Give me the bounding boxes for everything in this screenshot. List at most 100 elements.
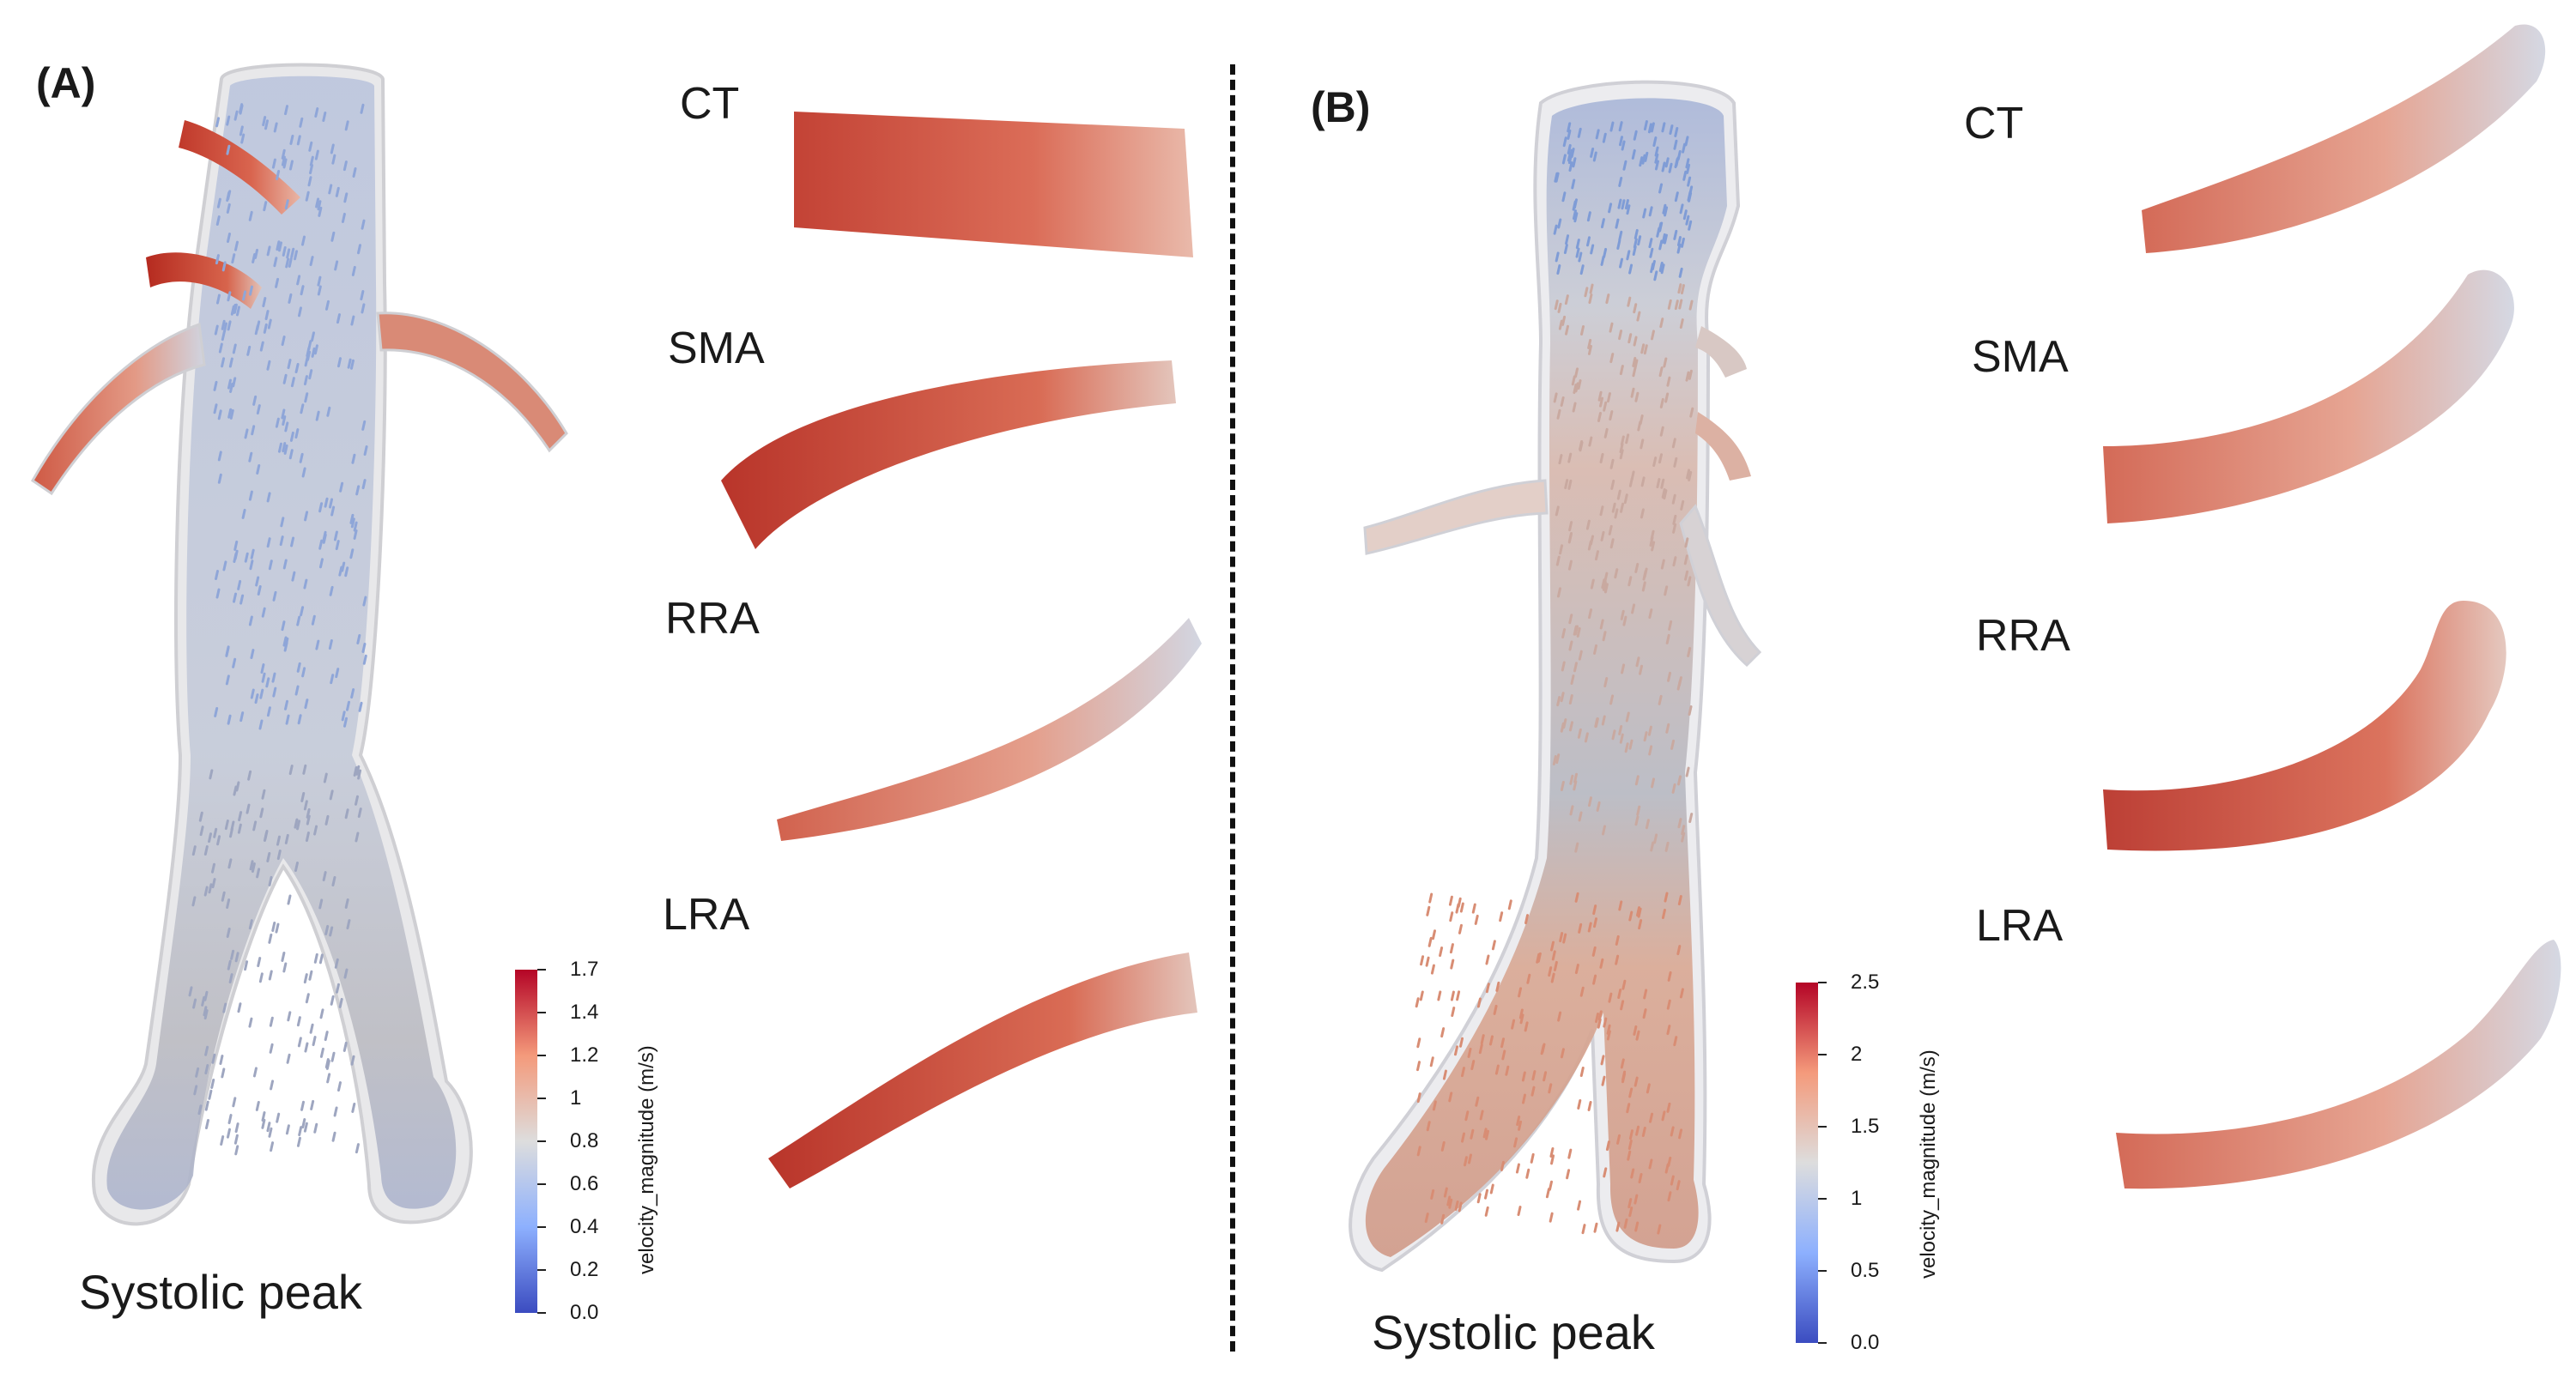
flow-arrow [1440,1027,1446,1038]
flow-arrow [1628,1207,1633,1218]
flow-arrow [330,231,336,242]
flow-arrow [264,310,270,321]
flow-arrow [290,247,295,258]
flow-arrow [1517,1206,1522,1217]
flow-arrow [1567,122,1572,133]
flow-arrow [285,714,290,725]
flow-arrow [1587,922,1592,933]
aorta-b-flow [1365,98,1727,1258]
flow-arrow [311,347,316,358]
flow-arrow [1550,1154,1555,1165]
flow-arrow [250,649,255,660]
flow-arrow [1467,1153,1472,1164]
flow-arrow [269,1043,274,1054]
flow-arrow [1450,990,1455,1001]
flow-arrow [220,1135,225,1146]
flow-arrow [1650,330,1655,341]
flow-arrow [1609,694,1615,705]
render-a-rra [777,618,1202,841]
flow-arrow [341,212,346,223]
flow-arrow [329,789,334,801]
flow-arrow [1656,478,1661,489]
flow-arrow [1587,344,1592,355]
flow-arrow [276,835,281,846]
flow-arrow [294,428,300,439]
flow-arrow [1603,677,1609,688]
flow-arrow [1627,576,1633,587]
flow-arrow [252,252,257,263]
flow-arrow [1672,514,1677,525]
flow-arrow [1603,1167,1608,1178]
flow-arrow [257,585,262,596]
flow-arrow [342,160,348,172]
flow-arrow [266,537,271,548]
panel-b-caption: Systolic peak [1372,1305,1655,1359]
flow-arrow [360,103,365,114]
flow-arrow [350,688,355,699]
flow-arrow [1628,1087,1633,1098]
flow-arrow [1634,775,1640,786]
flow-arrow [233,549,239,560]
flow-arrow [1615,1221,1621,1232]
flow-arrow [1658,221,1663,233]
flow-arrow [353,529,358,540]
flow-arrow [1595,1013,1600,1024]
flow-arrow [1461,1132,1466,1143]
flow-arrow [1617,989,1622,1000]
flow-arrow [281,408,286,420]
flow-arrow [1540,1044,1545,1055]
flow-arrow [1531,1070,1537,1081]
flow-arrow [1648,1158,1653,1170]
flow-arrow [266,851,271,862]
flow-arrow [1567,151,1572,162]
flow-arrow [1484,1188,1489,1200]
flow-arrow [1671,493,1676,505]
flow-arrow [255,1100,260,1111]
flow-arrow [1524,914,1530,925]
flow-arrow [350,517,355,529]
flow-arrow [1659,318,1664,329]
flow-arrow [1682,142,1687,154]
flow-arrow [1525,1168,1530,1179]
flow-arrow [317,200,322,211]
flow-arrow [1554,299,1559,311]
flow-arrow [1432,1100,1437,1111]
colorbar-tick-label: 0.2 [570,1258,599,1281]
flow-arrow [355,832,360,843]
flow-arrow [283,444,288,455]
flow-arrow [1663,357,1668,368]
flow-arrow [1519,1013,1524,1025]
flow-arrow [1563,244,1568,255]
flow-arrow [215,215,221,227]
flow-arrow [1643,344,1648,355]
flow-arrow [1589,535,1594,546]
flow-arrow [213,827,218,838]
flow-arrow [303,1122,308,1133]
flow-arrow [237,823,242,834]
flow-arrow [1639,156,1644,167]
flow-arrow [221,357,226,368]
flow-arrow [1685,371,1690,382]
flow-arrow [217,473,222,484]
flow-arrow [1470,1128,1475,1140]
flow-arrow [1460,1067,1465,1078]
flow-arrow [1572,157,1577,168]
flow-arrow [1536,953,1541,964]
flow-arrow [1457,897,1462,908]
flow-arrow [1680,237,1685,248]
flow-arrow [1631,148,1636,160]
flow-arrow [1660,478,1665,489]
flow-arrow [1640,476,1646,487]
flow-arrow [1667,1156,1672,1167]
flow-arrow [209,769,214,780]
flow-arrow [319,1008,324,1019]
flow-arrow [231,253,236,264]
flow-arrow [1632,366,1637,378]
flow-arrow [1619,443,1624,454]
flow-arrow [1515,1163,1520,1174]
flow-arrow [1416,1037,1421,1049]
flow-arrow [1576,626,1581,638]
flow-arrow [239,594,245,605]
flow-arrow [1628,476,1633,487]
flow-arrow [275,417,280,428]
